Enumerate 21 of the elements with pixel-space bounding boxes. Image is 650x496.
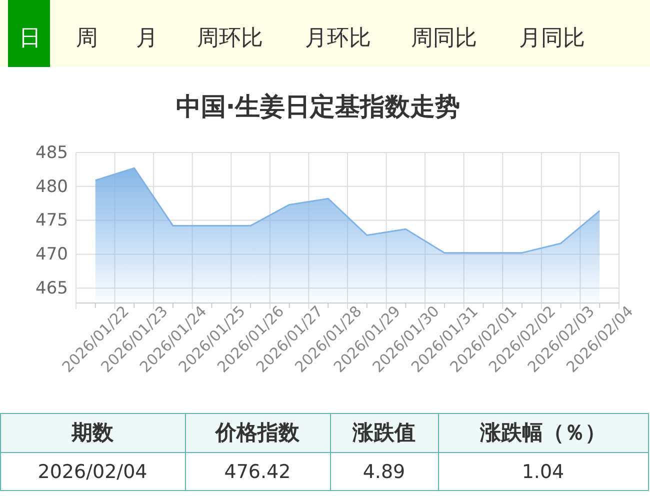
text: 期数 (70, 420, 114, 444)
y-tick-label: 480 (36, 176, 68, 197)
y-tick-label: 485 (36, 142, 68, 163)
text: 周环比 (197, 26, 263, 51)
text: 月同比 (519, 26, 585, 51)
text: 涨跌值 (352, 420, 416, 444)
text: 月环比 (305, 26, 371, 51)
chart-title: 中国·生姜日定基指数走势 (176, 92, 460, 121)
y-tick-label: 470 (36, 244, 68, 265)
y-tick-label: 465 (36, 278, 68, 299)
text: 周同比 (411, 26, 477, 51)
text: 476.42 (224, 461, 291, 483)
text: 涨跌幅（％） (479, 420, 606, 444)
y-tick-label: 475 (36, 210, 68, 231)
text: 日 (19, 26, 41, 51)
text: 价格指数 (214, 420, 300, 444)
text: 4.89 (362, 461, 406, 483)
text: 月 (136, 26, 158, 51)
text: 2026/02/04 (38, 461, 148, 483)
text: 1.04 (522, 461, 564, 483)
text: 周 (76, 26, 98, 51)
